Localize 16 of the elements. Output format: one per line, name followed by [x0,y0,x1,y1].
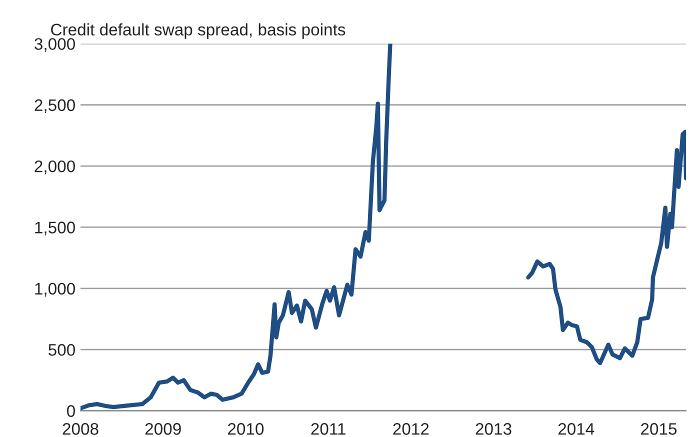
y-tick-label: 0 [67,405,75,417]
y-tick-label: 1,000 [35,282,75,297]
x-tick-label: 2011 [311,423,346,435]
y-tick-label: 1,500 [35,222,75,236]
x-tick-label: 2012 [393,423,429,435]
y-tick-label: 2,500 [34,99,75,114]
y-tick-label: 2,000 [34,160,75,174]
x-tick-label: 2015 [641,423,677,435]
chart-title: Credit default swap spread, basis points [51,23,346,39]
x-tick-label: 2008 [62,423,98,435]
x-tick-label: 2010 [228,423,264,435]
x-tick-label: 2014 [558,423,594,435]
y-tick-label: 3,000 [34,38,75,52]
x-tick-label: 2009 [145,423,181,435]
x-tick-label: 2013 [476,423,512,435]
y-tick-label: 500 [48,344,75,356]
